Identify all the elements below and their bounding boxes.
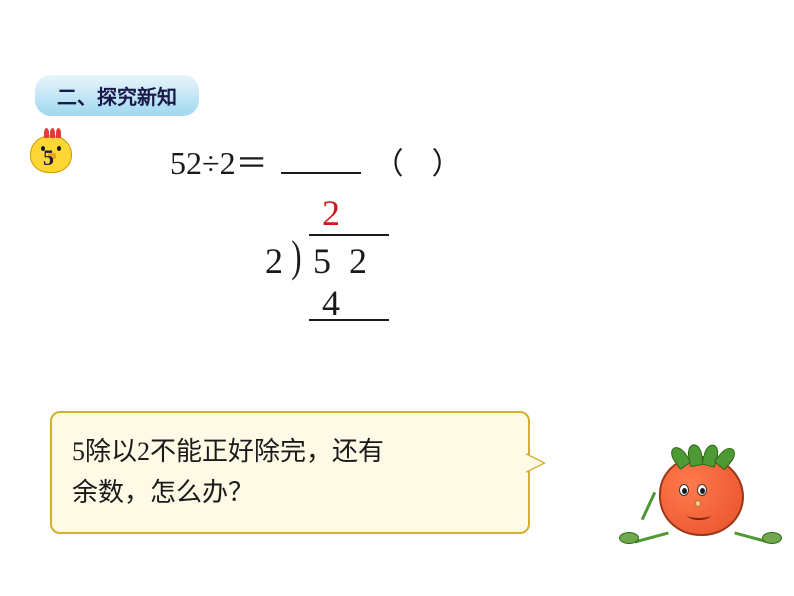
section-title: 二、探究新知 <box>35 75 199 116</box>
answer-blank <box>281 172 361 174</box>
equation: 52÷2＝ （） <box>170 138 490 184</box>
speech-line-2: 余数，怎么办？ <box>72 472 508 514</box>
quotient-line <box>309 234 389 236</box>
dividend: 52 <box>313 240 385 282</box>
speech-line-1: 5除以2不能正好除完，还有 <box>72 431 508 473</box>
example-number: 5 <box>43 145 54 171</box>
tomato-character <box>659 456 744 536</box>
paren-close: ） <box>432 148 490 181</box>
paren-open: （ <box>374 148 432 181</box>
speech-bubble: 5除以2不能正好除完，还有 余数，怎么办？ <box>50 411 530 534</box>
divisor: 2 <box>265 240 283 282</box>
subtraction-value: 4 <box>322 282 340 324</box>
equation-expression: 52÷2＝ <box>170 145 268 181</box>
division-bracket: ) <box>291 231 301 282</box>
quotient: 2 <box>322 192 340 234</box>
subtraction-line <box>309 319 389 321</box>
